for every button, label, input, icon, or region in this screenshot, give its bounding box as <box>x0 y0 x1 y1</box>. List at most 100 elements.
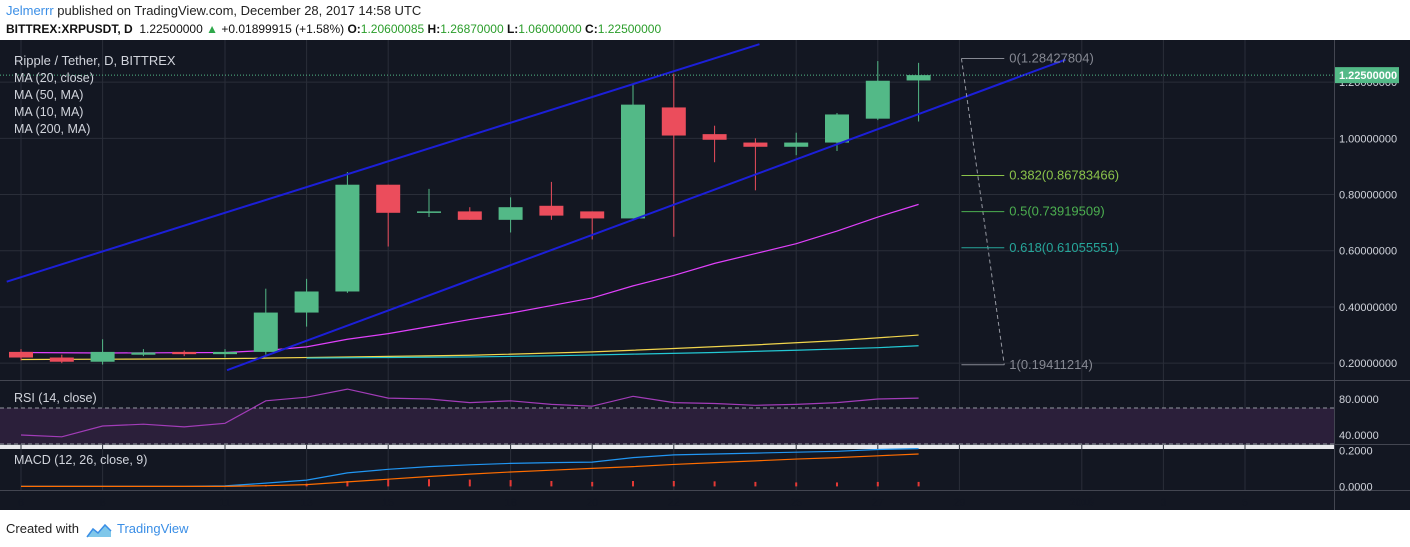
candle-body <box>49 357 74 362</box>
x-tick-label: 8 <box>100 497 106 509</box>
candle-body <box>498 207 523 220</box>
x-tick-label: 3 <box>1160 497 1166 509</box>
macd-tick-label: 0.2000 <box>1339 445 1373 457</box>
y-axis-background <box>1334 40 1410 510</box>
price-tick-label: 0.40000000 <box>1339 302 1397 314</box>
legend-ma50: MA (50, MA) <box>14 88 83 102</box>
fib-level-label: 1(0.19411214) <box>1009 357 1093 372</box>
publish-line: Jelmerrr published on TradingView.com, D… <box>6 3 421 18</box>
chart-area[interactable]: 0(1.28427804) 0.382(0.86783466) 0.5(0.7391… <box>0 40 1410 510</box>
candle-body <box>621 104 645 219</box>
candle-body <box>865 80 890 119</box>
last-price: 1.22500000 <box>139 22 203 36</box>
footer: Created with TradingView <box>0 510 1410 547</box>
macd-tick-label: 0.0000 <box>1339 481 1373 493</box>
symbol-label: BITTREX:XRPUSDT, D <box>6 22 133 36</box>
price-tick-label: 0.60000000 <box>1339 246 1397 258</box>
macd-histogram-bar <box>428 479 430 487</box>
macd-histogram-bar <box>876 481 879 487</box>
open-value: 1.20600085 <box>360 22 425 36</box>
rsi-pane[interactable] <box>0 388 1334 445</box>
candle-body <box>702 134 727 140</box>
change-arrow-icon: ▲ <box>206 22 218 36</box>
current-price-tag-label: 1.22500000 <box>1339 70 1397 82</box>
rsi-line <box>20 388 919 438</box>
legend-ma200: MA (200, MA) <box>14 122 90 136</box>
author-link[interactable]: Jelmerrr <box>6 3 54 18</box>
macd-histogram-bar <box>713 481 716 487</box>
candle-body <box>661 107 686 136</box>
candle-body <box>294 291 319 313</box>
macd-histogram-bar <box>346 481 349 487</box>
high-value: 1.26870000 <box>440 22 504 36</box>
published-text: published on TradingView.com, December 2… <box>57 3 422 18</box>
open-label: O: <box>347 22 361 36</box>
x-tick-label: 25 <box>790 497 802 509</box>
macd-histogram-bar <box>591 481 594 487</box>
macd-histogram-bar <box>917 481 920 487</box>
pane-labels: Ripple / Tether, D, BITTREX MA (20, clos… <box>14 53 176 467</box>
macd-title: MACD (12, 26, close, 9) <box>14 453 147 467</box>
legend-ma10: MA (10, MA) <box>14 105 83 119</box>
rsi-title: RSI (14, close) <box>14 391 97 405</box>
candle-body <box>906 75 931 81</box>
axes: 0.20000000 0.40000000 0.60000000 0.80000000… <box>18 67 1399 509</box>
x-tick-label: 2018 <box>1070 497 1094 509</box>
candle-body <box>539 205 564 216</box>
candle-body <box>213 351 237 355</box>
candle-body <box>457 211 482 220</box>
chart-header: Jelmerrr published on TradingView.com, D… <box>0 0 1410 40</box>
candle-body <box>580 211 605 219</box>
legend-ma20: MA (20, close) <box>14 71 94 85</box>
ma-line-1 <box>20 334 919 361</box>
macd-histogram-bar <box>550 481 553 487</box>
candle-body <box>335 184 360 292</box>
candle-body <box>9 351 33 358</box>
fib-level-label: 0(1.28427804) <box>1009 50 1094 65</box>
price-tick-label: 0.80000000 <box>1339 190 1397 202</box>
candle-body <box>784 142 809 147</box>
macd-series-1 <box>21 453 919 487</box>
x-tick-label: 13 <box>300 497 312 509</box>
x-tick-label: 20 <box>586 497 598 509</box>
macd-histogram-bar <box>795 482 798 487</box>
tradingview-logo-icon <box>86 523 112 538</box>
chart-title: Ripple / Tether, D, BITTREX <box>14 53 176 68</box>
candle-body <box>376 184 401 213</box>
low-label: L: <box>506 22 519 36</box>
macd-histogram-bar <box>468 479 471 487</box>
macd-pane[interactable] <box>21 448 920 487</box>
price-pane[interactable]: 0(1.28427804) 0.382(0.86783466) 0.5(0.7391… <box>0 43 1334 372</box>
fib-level-label: 0.618(0.61055551) <box>1009 240 1119 255</box>
tradingview-brand-link[interactable]: TradingView <box>117 521 189 536</box>
current-price-tag <box>1335 67 1399 84</box>
change-value: +0.01899915 (+1.58%) <box>221 22 345 36</box>
trend-channel-line-0 <box>6 43 760 283</box>
high-label: H: <box>427 22 441 36</box>
macd-histogram-bar <box>509 480 512 487</box>
candle-body <box>172 351 197 355</box>
x-tick-label: 15 <box>382 497 394 509</box>
macd-histogram-bar <box>754 481 757 487</box>
x-tick-label: 6 <box>18 497 24 509</box>
ma-line-2 <box>306 345 919 359</box>
x-tick-label: 29 <box>953 497 965 509</box>
x-tick-label: 18 <box>504 497 516 509</box>
x-tick-label: 27 <box>872 497 884 509</box>
macd-histogram-bar <box>387 479 390 487</box>
rsi-band-fill <box>0 408 1334 444</box>
fib-level-label: 0.382(0.86783466) <box>1009 167 1119 182</box>
price-tick-label: 1.00000000 <box>1339 133 1397 145</box>
candle-body <box>131 352 156 355</box>
rsi-tick-label: 40.0000 <box>1339 430 1379 442</box>
close-value: 1.22500000 <box>597 22 662 36</box>
ohlc-line: BITTREX:XRPUSDT, D 1.22500000 ▲ +0.01899… <box>6 22 661 36</box>
candle-body <box>253 312 278 352</box>
candle-body <box>825 114 849 143</box>
macd-series-0 <box>21 448 919 487</box>
macd-histogram-bar <box>836 482 838 487</box>
macd-histogram-bar <box>632 481 634 487</box>
created-with-text: Created with <box>6 521 79 536</box>
x-tick-label: 11 <box>219 497 230 509</box>
fib-level-label: 0.5(0.73919509) <box>1009 204 1104 219</box>
